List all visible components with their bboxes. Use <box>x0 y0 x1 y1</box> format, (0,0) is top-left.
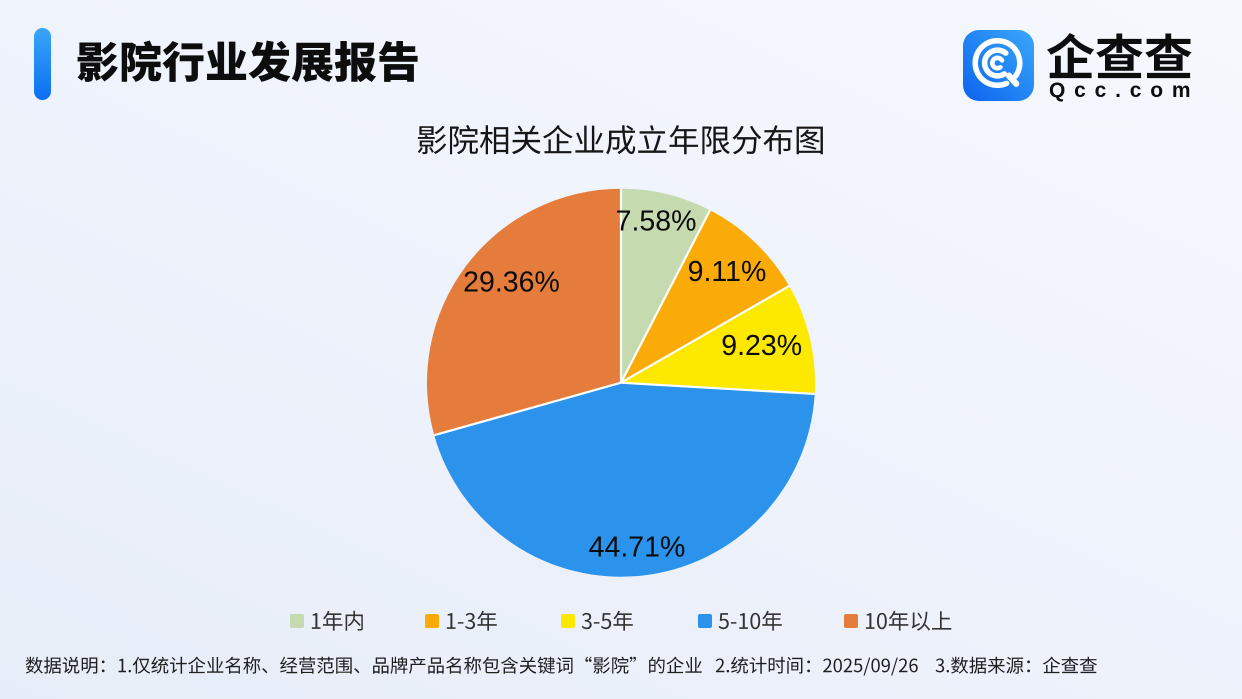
svg-text:29.36%: 29.36% <box>463 267 560 299</box>
svg-text:44.71%: 44.71% <box>589 532 686 564</box>
svg-text:9.11%: 9.11% <box>688 256 767 288</box>
svg-text:7.58%: 7.58% <box>616 206 697 238</box>
svg-text:9.23%: 9.23% <box>721 330 802 362</box>
